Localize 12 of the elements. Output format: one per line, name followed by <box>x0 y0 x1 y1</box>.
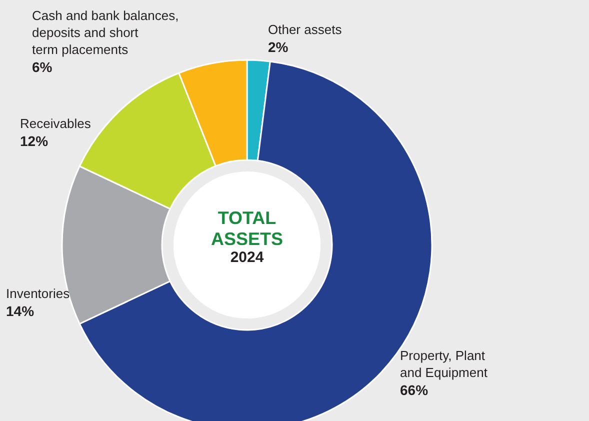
slice-label: Property, Plant and Equipment <box>400 348 488 380</box>
text: 2024 <box>230 249 264 266</box>
data-label: 6% <box>32 59 53 75</box>
slice-label: Cash and bank balances, deposits and short term placements <box>32 8 179 57</box>
slice-label: Inventories <box>6 286 70 301</box>
data-label: 12% <box>20 133 49 149</box>
text: TOTAL ASSETS <box>210 208 284 249</box>
slice-label: Other assets <box>268 22 342 37</box>
data-label: 2% <box>268 39 289 55</box>
slice-label: Receivables <box>20 116 92 131</box>
data-label: 66% <box>400 382 429 398</box>
data-label: 14% <box>6 303 35 319</box>
